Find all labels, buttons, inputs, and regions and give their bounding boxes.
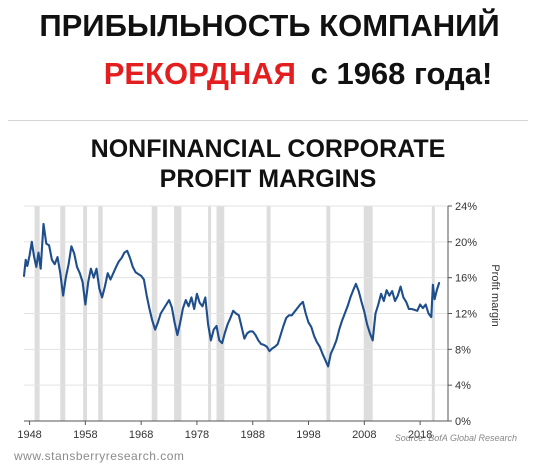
headline-line-1: ПРИБЫЛЬНОСТЬ КОМПАНИЙ	[39, 8, 500, 43]
chart-title-line-1: NONFINANCIAL CORPORATE	[90, 135, 446, 163]
x-tick-label: 1968	[129, 429, 153, 441]
profit-margin-chart: 0% 4% 8% 12% 16% 20% 24% 1948 1958 1968 1978 1988 19…	[17, 201, 501, 441]
y-tick-label: 16%	[455, 273, 477, 285]
chart-panel: NONFINANCIAL CORPORATE PROFIT MARGINS 0%…	[8, 120, 528, 467]
profit-margin-line	[22, 222, 441, 368]
y-tick-label: 12%	[455, 309, 477, 321]
x-tick-label: 2018	[408, 429, 432, 441]
y-tick-label: 4%	[455, 380, 471, 392]
y-axis-label: Profit margin	[489, 264, 501, 326]
chart-title-line-2: PROFIT MARGINS	[159, 165, 377, 193]
y-tick-label: 20%	[455, 237, 477, 249]
footer-source: Source: BofA Global Research	[394, 433, 517, 443]
x-tick-label: 2008	[352, 429, 376, 441]
y-tick-label: 0%	[455, 416, 471, 428]
x-tick-label: 1988	[240, 429, 264, 441]
x-tick-label: 1998	[296, 429, 320, 441]
x-tick-label: 1948	[17, 429, 41, 441]
headline-line-2: РЕКОРДНАЯ с 1968 года!	[48, 56, 539, 92]
headline-highlight: РЕКОРДНАЯ	[103, 56, 296, 91]
y-tick-label: 24%	[455, 201, 477, 213]
headline-suffix: с 1968 года!	[310, 56, 493, 91]
x-tick-label: 1978	[185, 429, 209, 441]
y-tick-label: 8%	[455, 344, 471, 356]
x-tick-label: 1958	[73, 429, 97, 441]
footer-website: www.stansberryresearch.com	[14, 449, 185, 463]
